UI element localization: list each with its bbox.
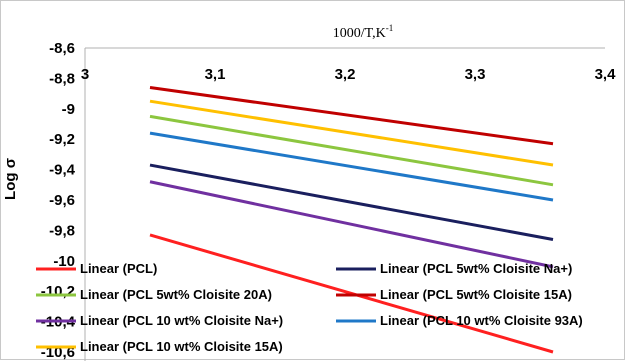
series-line [149, 180, 554, 269]
x-tick-label: 3,2 [335, 66, 356, 83]
legend-entry: Linear (PCL) [36, 261, 157, 276]
legend-label: Linear (PCL 10 wt% Cloisite 15A) [80, 339, 283, 354]
y-tick-labels: -8,6-8,8-9-9,2-9,4-9,6-9,8-10-10,2-10,4-… [41, 40, 76, 361]
legend-entry: Linear (PCL 10 wt% Cloisite Na+) [36, 313, 283, 328]
y-tick-label: -10,2 [41, 283, 75, 300]
y-axis-title: Log σ [2, 158, 19, 200]
y-tick-label: -9,2 [49, 131, 75, 148]
x-tick-label: 3,3 [465, 66, 486, 83]
x-tick-label: 3,4 [595, 66, 617, 83]
legend-entry: Linear (PCL 10 wt% Cloisite 93A) [336, 313, 583, 328]
y-tick-label: -9,4 [49, 162, 76, 179]
series-line [149, 233, 554, 354]
y-tick-label: -8,6 [49, 40, 75, 57]
legend-entry: Linear (PCL 5wt% Cloisite 15A) [336, 287, 572, 302]
y-tick-label: -9,6 [49, 192, 75, 209]
legend-label: Linear (PCL 10 wt% Cloisite 93A) [380, 313, 583, 328]
legend-label: Linear (PCL 5wt% Cloisite 15A) [380, 287, 572, 302]
y-tick-label: -8,8 [49, 70, 75, 87]
series-line [149, 114, 554, 187]
x-tick-label: 3,1 [205, 66, 226, 83]
y-tick-label: -10 [53, 253, 75, 270]
series-line [149, 99, 554, 167]
series-lines [149, 86, 554, 354]
legend-label: Linear (PCL) [80, 261, 157, 276]
legend-entry: Linear (PCL 5wt% Cloisite 20A) [36, 287, 272, 302]
x-tick-label: 3 [81, 66, 89, 83]
legend-entry: Linear (PCL 10 wt% Cloisite 15A) [36, 339, 283, 354]
y-tick-label: -9,8 [49, 222, 75, 239]
legend-label: Linear (PCL 5wt% Cloisite Na+) [380, 261, 572, 276]
x-axis-title: 1000/T,K-1 [333, 23, 394, 41]
series-line [149, 131, 554, 202]
legend: Linear (PCL) Linear (PCL 5wt% Cloisite 20… [36, 261, 583, 354]
legend-label: Linear (PCL 5wt% Cloisite 20A) [80, 287, 272, 302]
series-line [149, 163, 554, 241]
x-tick-labels: 3 3,1 3,2 3,3 3,4 [81, 66, 616, 83]
legend-label: Linear (PCL 10 wt% Cloisite Na+) [80, 313, 283, 328]
axes [84, 47, 605, 361]
series-line [149, 86, 554, 146]
y-tick-label: -9 [62, 101, 75, 118]
legend-entry: Linear (PCL 5wt% Cloisite Na+) [336, 261, 572, 276]
